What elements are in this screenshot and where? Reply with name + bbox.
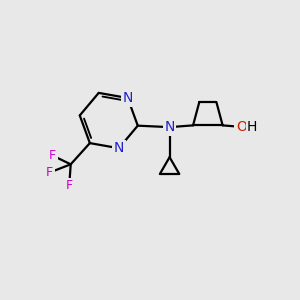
Text: N: N: [114, 141, 124, 155]
Text: F: F: [66, 179, 73, 192]
Text: F: F: [49, 149, 56, 162]
Text: F: F: [46, 166, 53, 179]
Text: H: H: [247, 120, 257, 134]
Text: N: N: [164, 120, 175, 134]
Text: N: N: [122, 91, 133, 105]
Text: O: O: [236, 120, 247, 134]
